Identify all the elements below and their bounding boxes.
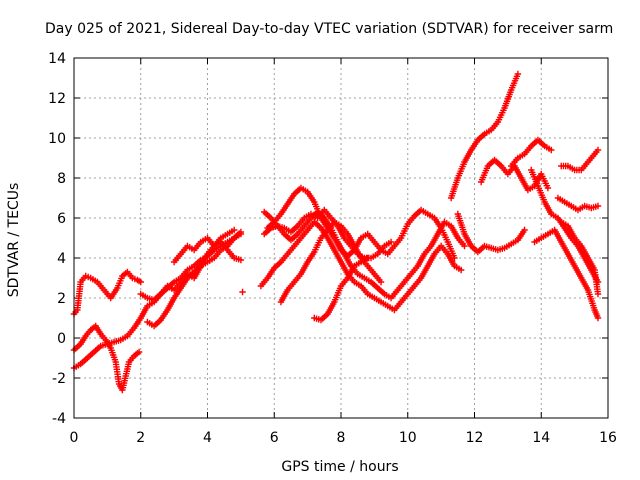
y-tick-label: 8 <box>57 171 66 187</box>
x-tick-label: 10 <box>399 430 417 446</box>
x-tick-label: 16 <box>599 430 617 446</box>
data-point <box>594 314 602 322</box>
grid <box>74 58 608 418</box>
data-points <box>70 70 602 394</box>
x-tick-label: 4 <box>203 430 212 446</box>
data-point <box>514 70 522 78</box>
data-point <box>239 288 246 296</box>
y-tick-label: 2 <box>57 291 66 307</box>
y-tick-label: 6 <box>57 211 66 227</box>
data-point <box>364 254 371 262</box>
y-tick-label: -4 <box>52 411 66 427</box>
y-tick-label: -2 <box>52 371 66 387</box>
chart-title: Day 025 of 2021, Sidereal Day-to-day VTE… <box>45 21 613 37</box>
data-point <box>548 146 555 154</box>
x-tick-label: 6 <box>270 430 279 446</box>
axis-tick-labels: 0 2 4 6 8 10 12 14 16 -4 -2 0 2 4 6 8 10 12 14 <box>48 51 617 446</box>
y-tick-label: 14 <box>48 51 66 67</box>
data-point <box>457 266 465 274</box>
x-tick-label: 12 <box>466 430 484 446</box>
data-point <box>387 238 395 246</box>
y-tick-label: 0 <box>57 331 66 347</box>
data-point <box>135 348 143 356</box>
data-point <box>594 146 602 154</box>
data-point <box>544 184 552 192</box>
y-tick-label: 12 <box>48 91 66 107</box>
data-point <box>237 256 245 264</box>
y-tick-label: 4 <box>57 251 66 267</box>
y-tick-label: 10 <box>48 131 66 147</box>
data-point <box>461 242 468 250</box>
data-point <box>237 228 245 236</box>
data-point <box>377 278 385 286</box>
data-point <box>231 226 238 234</box>
data-point <box>594 202 602 210</box>
x-tick-label: 14 <box>532 430 550 446</box>
y-axis-label: SDTVAR / TECUs <box>6 183 22 298</box>
x-tick-label: 0 <box>70 430 79 446</box>
data-point <box>594 290 602 298</box>
x-axis-label: GPS time / hours <box>281 459 398 475</box>
data-point <box>137 278 144 286</box>
data-point <box>521 226 528 234</box>
x-tick-label: 8 <box>337 430 346 446</box>
x-tick-label: 2 <box>136 430 145 446</box>
plot-frame <box>73 57 609 419</box>
